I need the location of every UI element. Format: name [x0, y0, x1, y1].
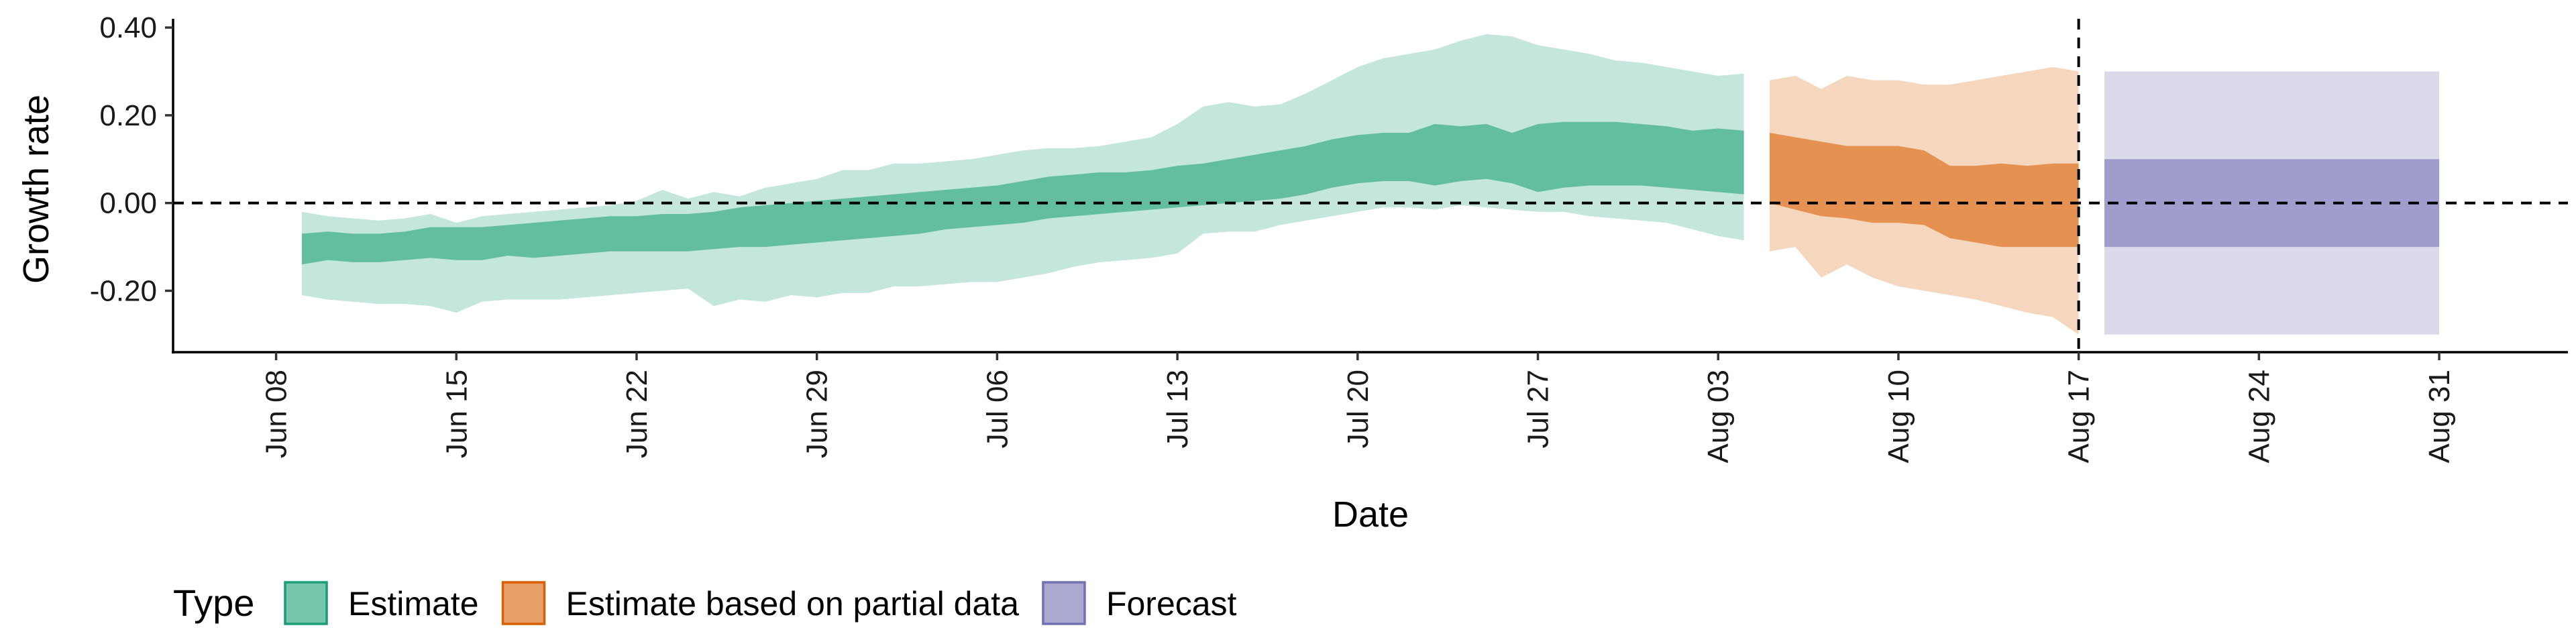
x-tick-label: Jul 20: [1342, 370, 1375, 448]
axes: [172, 19, 2568, 354]
x-axis-title: Date: [1332, 494, 1409, 535]
legend-label-forecast: Forecast: [1106, 585, 1237, 623]
x-tick-label: Jun 08: [260, 370, 293, 458]
x-tick-label: Jul 27: [1522, 370, 1555, 448]
x-tick-label: Aug 03: [1702, 370, 1735, 463]
x-tick-label: Jun 15: [440, 370, 473, 458]
x-ticks: Jun 08 Jun 15 Jun 22 Jun 29 Jul 06 Jul 13 Jul …: [260, 352, 2456, 463]
x-tick-label: Aug 24: [2243, 370, 2275, 463]
legend-label-estimate: Estimate: [348, 585, 479, 623]
legend-key-estimate: [284, 581, 328, 625]
y-tick-label: 0.00: [99, 187, 157, 220]
y-tick-label: -0.20: [90, 274, 157, 307]
band-50-estimate-based-on-partial-data: [1770, 133, 2079, 248]
y-ticks: -0.20 0.00 0.20 0.40: [90, 11, 173, 307]
y-tick-label: 0.20: [99, 99, 157, 132]
y-tick-label: 0.40: [99, 11, 157, 44]
x-tick-label: Aug 31: [2423, 370, 2456, 463]
x-tick-label: Jun 22: [621, 370, 653, 458]
legend-key-forecast: [1042, 581, 1086, 625]
x-tick-label: Aug 17: [2063, 370, 2096, 463]
reference-lines: [173, 19, 2568, 352]
y-axis-title: Growth rate: [16, 95, 56, 284]
bands-layer: [301, 34, 2440, 335]
band-50-forecast: [2104, 159, 2440, 248]
legend-key-estimate-based-on-partial-data: [501, 581, 546, 625]
x-tick-label: Jul 13: [1161, 370, 1194, 448]
legend-title: Type: [173, 582, 254, 624]
band-50-estimate: [301, 121, 1744, 265]
x-tick-label: Aug 10: [1882, 370, 1915, 463]
x-tick-label: Jun 29: [801, 370, 834, 458]
legend: Type Estimate Estimate based on partial d…: [173, 581, 1237, 625]
x-tick-label: Jul 06: [981, 370, 1014, 448]
legend-label-estimate-based-on-partial-data: Estimate based on partial data: [566, 585, 1020, 623]
